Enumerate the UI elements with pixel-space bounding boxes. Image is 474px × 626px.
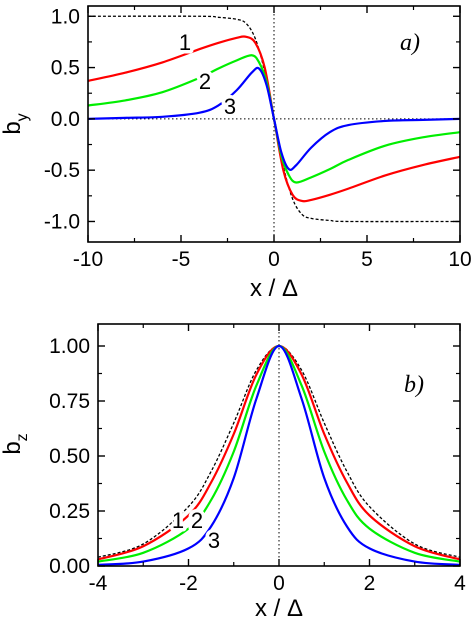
- y-tick-label: 0.5: [51, 57, 80, 80]
- y-tick-label: 0.00: [49, 555, 90, 578]
- x-tick-label: -4: [89, 572, 108, 595]
- curve-label-2: 2: [199, 69, 211, 94]
- y-tick-label: -1.0: [44, 210, 80, 233]
- x-tick-label: 0: [268, 248, 280, 271]
- x-tick-label: 0: [273, 572, 285, 595]
- y-tick-label: 1.0: [51, 5, 80, 28]
- y-tick-label: 0.0: [51, 108, 80, 131]
- x-tick-label: -2: [179, 572, 198, 595]
- panel-a: 123 -10 -5 0 5 10 -1.0 -0.5 0.0 0.5 1.0 x / Δ by a): [0, 5, 472, 302]
- x-tick-label: -5: [172, 248, 191, 271]
- curve-label-3: 3: [224, 94, 236, 119]
- x-tick-label: 10: [448, 248, 471, 271]
- curve-label-3: 3: [208, 528, 220, 553]
- y-tick-label: 0.50: [49, 445, 90, 468]
- panel-label: b): [404, 372, 424, 398]
- y-tick-label: -0.5: [44, 159, 80, 182]
- x-tick-label: 5: [361, 248, 373, 271]
- y-tick-label: 0.25: [49, 500, 90, 523]
- x-tick-label: 4: [454, 572, 466, 595]
- x-axis-label: x / Δ: [250, 275, 298, 302]
- curve-label-2: 2: [191, 508, 203, 533]
- curve-label-1: 1: [172, 508, 184, 533]
- x-tick-label: 2: [364, 572, 376, 595]
- panel-label: a): [400, 30, 420, 56]
- x-tick-label: -10: [73, 248, 103, 271]
- y-tick-label: 0.75: [49, 390, 90, 413]
- y-tick-label: 1.00: [49, 335, 90, 358]
- curve-label-1: 1: [179, 30, 191, 55]
- y-axis-label: by: [0, 113, 31, 134]
- x-axis-label: x / Δ: [255, 595, 303, 622]
- y-axis-label: bz: [0, 433, 31, 454]
- curve-3: [97, 344, 461, 566]
- curve-3: [87, 66, 461, 171]
- curve-reference-dashed: [97, 345, 461, 558]
- curve-reference-dashed: [87, 15, 461, 223]
